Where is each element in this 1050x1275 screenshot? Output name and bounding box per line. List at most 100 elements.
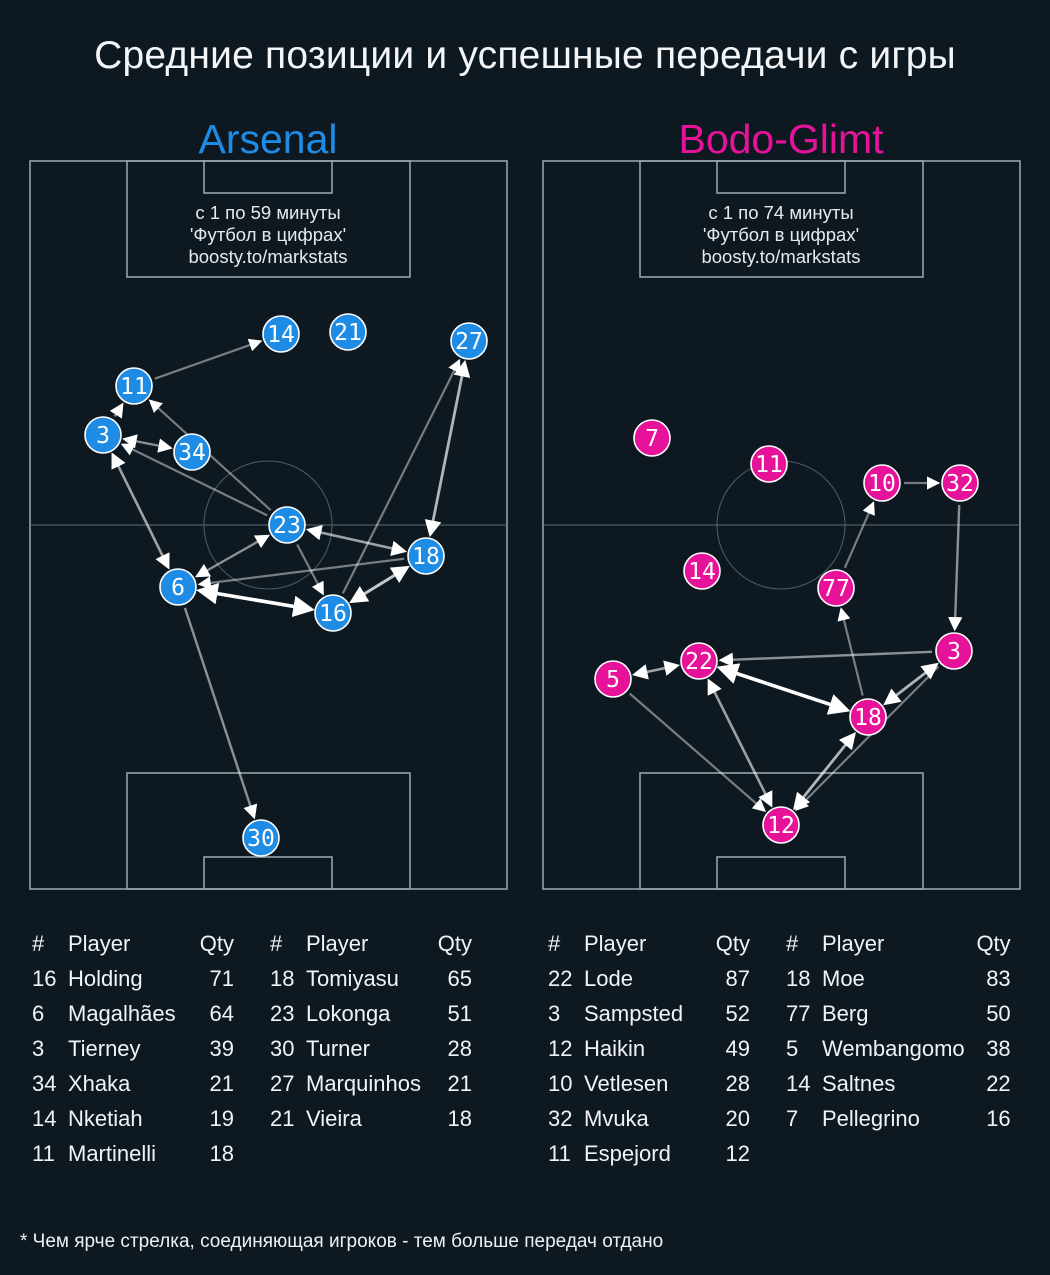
- player-name: Turner: [306, 1035, 370, 1061]
- player-name: Nketiah: [68, 1105, 143, 1131]
- pass-arrow-3-6: [111, 452, 170, 570]
- player-node-22: 22: [680, 642, 718, 680]
- pass-qty: 64: [209, 1000, 234, 1026]
- player-node-circle: [450, 322, 488, 360]
- player-number: 77: [786, 1000, 811, 1026]
- player-node-23: 23: [268, 506, 306, 544]
- player-node-3: 3: [935, 632, 973, 670]
- pass-arrow-11-14: [154, 338, 263, 380]
- table-row: 30 Turner 28: [270, 1031, 472, 1066]
- player-node-21: 21: [329, 313, 367, 351]
- pass-arrow-3-22: [718, 650, 933, 667]
- player-nodes-bodo-glimt: 7 11 10 32 14 77 3 22 5 18 12: [594, 419, 979, 844]
- note-line-3: boosty.to/markstats: [188, 246, 347, 267]
- player-table-arsenal-1: # Player Qty 16 Holding 71 6 Magalhães 64 3 Tierne…: [32, 926, 234, 1171]
- pass-qty: 21: [447, 1070, 472, 1096]
- player-number: 14: [32, 1105, 57, 1131]
- player-node-number: 21: [334, 320, 362, 346]
- pass-qty: 22: [986, 1070, 1011, 1096]
- player-node-12: 12: [762, 806, 800, 844]
- note-line-3: boosty.to/markstats: [701, 246, 860, 267]
- pass-qty: 21: [209, 1070, 234, 1096]
- pass-arrow-6-23: [195, 534, 270, 578]
- player-number: 12: [548, 1035, 573, 1061]
- player-node-number: 11: [120, 374, 148, 400]
- table-row: 6 Magalhães 64: [32, 996, 234, 1031]
- player-node-circle: [173, 433, 211, 471]
- player-node-circle: [849, 698, 887, 736]
- player-number: 18: [270, 965, 295, 991]
- player-table-bodo-glimt-2: # Player Qty 18 Moe 83 77 Berg 50 5 Wembangomo 38 14…: [786, 926, 1011, 1136]
- player-node-number: 34: [178, 440, 206, 466]
- pass-qty: 38: [986, 1035, 1011, 1061]
- player-node-number: 77: [822, 576, 850, 602]
- player-node-number: 23: [273, 513, 301, 539]
- header-num: #: [32, 930, 45, 956]
- player-node-number: 12: [767, 813, 795, 839]
- pass-arrow-18-3: [883, 662, 939, 706]
- top-goal-box: [203, 160, 333, 194]
- header-qty: Qty: [199, 930, 234, 956]
- player-number: 23: [270, 1000, 295, 1026]
- table-row: 3 Sampsted 52: [548, 996, 750, 1031]
- player-node-6: 6: [159, 568, 197, 606]
- table-row: 16 Holding 71: [32, 961, 234, 996]
- player-node-circle: [863, 464, 901, 502]
- table-row: 7 Pellegrino 16: [786, 1101, 1011, 1136]
- table-row: 11 Martinelli 18: [32, 1136, 234, 1171]
- player-number: 10: [548, 1070, 573, 1096]
- player-node-circle: [314, 594, 352, 632]
- pass-arrow-6-30: [183, 607, 258, 820]
- player-node-18: 18: [849, 698, 887, 736]
- header-player: Player: [306, 930, 369, 956]
- player-name: Marquinhos: [306, 1070, 421, 1096]
- player-node-circle: [750, 445, 788, 483]
- pass-qty: 87: [725, 965, 750, 991]
- note-line-1: с 1 по 74 минуты: [708, 202, 853, 223]
- header-qty: Qty: [437, 930, 472, 956]
- player-node-number: 7: [645, 426, 659, 452]
- header-qty: Qty: [976, 930, 1011, 956]
- pass-arrow-23-18: [305, 525, 408, 556]
- pass-arrow-18-27: [424, 359, 471, 538]
- pass-qty: 18: [209, 1140, 234, 1166]
- pass-qty: 16: [986, 1105, 1011, 1131]
- player-name: Vieira: [306, 1105, 362, 1131]
- team-name-arsenal: Arsenal: [198, 116, 338, 162]
- player-table-bodo-glimt-1: # Player Qty 22 Lode 87 3 Sampsted 52 12 Haikin 49 1…: [548, 926, 750, 1171]
- table-row: 18 Tomiyasu 65: [270, 961, 472, 996]
- pass-qty: 18: [447, 1105, 472, 1131]
- pass-qty: 39: [209, 1035, 234, 1061]
- pass-qty: 19: [209, 1105, 234, 1131]
- player-number: 16: [32, 965, 57, 991]
- player-name: Haikin: [584, 1035, 646, 1061]
- player-number: 11: [548, 1140, 571, 1166]
- player-node-circle: [159, 568, 197, 606]
- player-number: 11: [32, 1140, 55, 1166]
- pass-arrow-16-18: [349, 565, 410, 604]
- player-node-circle: [680, 642, 718, 680]
- player-node-14: 14: [262, 315, 300, 353]
- player-node-circle: [594, 660, 632, 698]
- note-line-2: 'Футбол в цифрах': [703, 224, 859, 245]
- player-name: Lokonga: [306, 1000, 391, 1026]
- player-name: Saltnes: [822, 1070, 896, 1096]
- player-node-7: 7: [633, 419, 671, 457]
- player-node-circle: [262, 315, 300, 353]
- player-node-circle: [762, 806, 800, 844]
- header-qty: Qty: [715, 930, 750, 956]
- pass-qty: 52: [725, 1000, 750, 1026]
- pass-arrow-18-6: [197, 557, 405, 590]
- player-number: 34: [32, 1070, 57, 1096]
- player-name: Magalhães: [68, 1000, 176, 1026]
- player-name: Espejord: [584, 1140, 671, 1166]
- player-node-number: 22: [685, 649, 713, 675]
- player-node-11: 11: [750, 445, 788, 483]
- player-number: 7: [786, 1105, 799, 1131]
- pass-qty: 51: [447, 1000, 472, 1026]
- header-player: Player: [822, 930, 885, 956]
- table-row: 32 Mvuka 20: [548, 1101, 750, 1136]
- player-node-number: 5: [606, 667, 620, 693]
- player-name: Moe: [822, 965, 865, 991]
- player-node-number: 10: [868, 471, 896, 497]
